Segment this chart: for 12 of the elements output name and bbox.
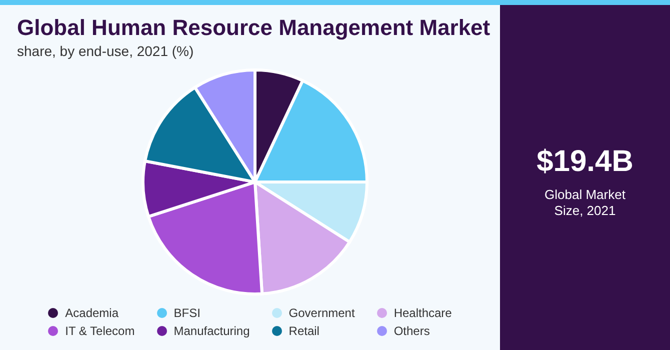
legend-label: Government (288, 306, 355, 320)
legend-label: Others (394, 324, 430, 338)
legend-label: Academia (65, 306, 119, 320)
legend-label: BFSI (174, 306, 200, 320)
legend-label: Manufacturing (174, 324, 250, 338)
legend-label: IT & Telecom (65, 324, 135, 338)
text: $19.4B (536, 145, 634, 179)
legend-label: Retail (288, 324, 320, 338)
chart-subtitle: share, by end-use, 2021 (%) (17, 43, 194, 59)
text: Global Market Size, 2021 (544, 187, 626, 219)
chart-title: Global Human Resource Management Market (17, 15, 490, 41)
legend-label: Healthcare (394, 306, 452, 320)
